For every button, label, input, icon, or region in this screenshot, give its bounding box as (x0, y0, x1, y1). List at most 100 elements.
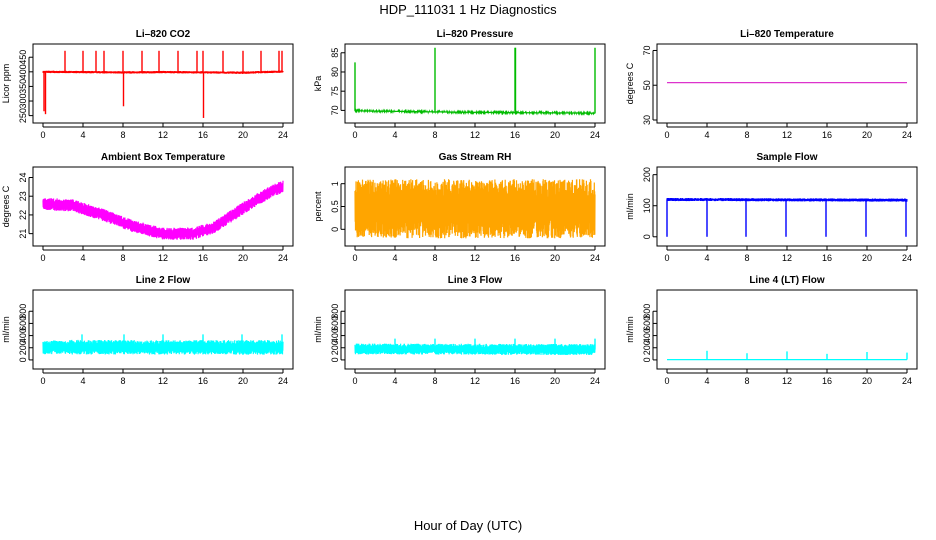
x-tick-label: 12 (470, 253, 480, 263)
x-tick-label: 4 (704, 253, 709, 263)
y-axis-label: Licor ppm (1, 64, 11, 104)
y-tick-label: 23 (18, 191, 28, 201)
x-tick-label: 16 (510, 253, 520, 263)
x-tick-label: 4 (80, 376, 85, 386)
x-tick-label: 16 (510, 376, 520, 386)
y-tick-label: 800 (18, 304, 28, 319)
x-tick-label: 8 (120, 253, 125, 263)
y-tick-label: 600 (642, 316, 652, 331)
y-axis-label: degrees C (625, 62, 635, 104)
y-tick-label: 30 (642, 115, 652, 125)
panel-4: Ambient Box Temperature 0 4 8 12 16 20 24 21 22 23… (1, 152, 294, 263)
y-tick-label: 300 (18, 94, 28, 109)
panel-title: Line 3 Flow (448, 275, 503, 286)
y-tick-label: 0 (18, 357, 28, 362)
x-tick-label: 0 (664, 130, 669, 140)
panel-title: Li–820 CO2 (136, 29, 191, 40)
x-tick-label: 4 (392, 130, 397, 140)
x-tick-label: 0 (40, 253, 45, 263)
plot-frame (344, 289, 606, 370)
plot-frame (656, 166, 918, 247)
x-tick-label: 4 (392, 376, 397, 386)
y-tick-label: 400 (18, 64, 28, 79)
panel-6: Sample Flow 0 4 8 12 16 20 24 0 100 200 ml/min (625, 152, 918, 263)
x-tick-label: 16 (822, 376, 832, 386)
x-tick-label: 24 (278, 376, 288, 386)
x-tick-label: 20 (238, 376, 248, 386)
x-tick-label: 0 (352, 253, 357, 263)
x-tick-label: 12 (470, 130, 480, 140)
x-tick-label: 0 (40, 376, 45, 386)
y-tick-label: 200 (18, 340, 28, 355)
y-tick-label: 200 (642, 340, 652, 355)
panel-title: Sample Flow (756, 152, 817, 163)
y-tick-label: 200 (642, 167, 652, 182)
y-tick-label: 70 (642, 45, 652, 55)
y-tick-label: 600 (18, 316, 28, 331)
x-tick-label: 20 (550, 130, 560, 140)
y-axis-label: ml/min (313, 316, 323, 343)
x-tick-label: 12 (470, 376, 480, 386)
y-tick-label: 0 (642, 357, 652, 362)
x-axis-title: Hour of Day (UTC) (413, 518, 523, 533)
page-title: HDP_111031 1 Hz Diagnostics (379, 2, 557, 17)
x-tick-label: 8 (432, 376, 437, 386)
x-tick-label: 0 (664, 376, 669, 386)
y-tick-label: 0 (642, 234, 652, 239)
x-tick-label: 20 (550, 376, 560, 386)
x-tick-label: 12 (782, 130, 792, 140)
y-tick-label: 400 (330, 328, 340, 343)
x-tick-label: 4 (704, 376, 709, 386)
x-tick-label: 24 (902, 376, 912, 386)
x-tick-label: 16 (198, 130, 208, 140)
panel-title: Li–820 Temperature (740, 29, 834, 40)
y-tick-label: 0 (330, 227, 340, 232)
y-axis-label: ml/min (1, 316, 11, 343)
x-tick-label: 0 (40, 130, 45, 140)
series-line (42, 180, 284, 240)
y-tick-label: 350 (18, 79, 28, 94)
x-tick-label: 8 (432, 130, 437, 140)
x-tick-label: 16 (510, 130, 520, 140)
y-tick-label: 24 (18, 172, 28, 182)
x-tick-label: 16 (198, 253, 208, 263)
y-tick-label: 80 (330, 67, 340, 77)
x-tick-label: 12 (782, 253, 792, 263)
y-tick-label: 250 (18, 108, 28, 123)
y-tick-label: 75 (330, 86, 340, 96)
panel-title: Ambient Box Temperature (101, 152, 226, 163)
series-line (354, 108, 596, 116)
y-tick-label: 0.5 (330, 200, 340, 213)
panel-9: Line 4 (LT) Flow 0 4 8 12 16 20 24 0 200400600800… (625, 275, 918, 386)
plot-frame (656, 43, 918, 124)
y-tick-label: 450 (18, 50, 28, 65)
x-tick-label: 0 (352, 130, 357, 140)
x-tick-label: 4 (80, 130, 85, 140)
x-tick-label: 4 (704, 130, 709, 140)
y-tick-label: 200 (330, 340, 340, 355)
x-tick-label: 20 (862, 253, 872, 263)
x-tick-label: 24 (590, 253, 600, 263)
x-tick-label: 20 (862, 130, 872, 140)
y-tick-label: 0 (330, 357, 340, 362)
x-tick-label: 16 (822, 130, 832, 140)
x-tick-label: 0 (664, 253, 669, 263)
x-tick-label: 0 (352, 376, 357, 386)
y-tick-label: 400 (18, 328, 28, 343)
x-tick-label: 24 (278, 130, 288, 140)
x-tick-label: 8 (120, 376, 125, 386)
y-axis-label: ml/min (625, 193, 635, 220)
x-tick-label: 24 (902, 130, 912, 140)
x-tick-label: 8 (432, 253, 437, 263)
panel-title: Li–820 Pressure (437, 29, 514, 40)
panel-title: Line 2 Flow (136, 275, 191, 286)
x-tick-label: 4 (80, 253, 85, 263)
y-tick-label: 21 (18, 229, 28, 239)
plot-frame (32, 43, 294, 124)
x-tick-label: 12 (158, 253, 168, 263)
y-tick-label: 600 (330, 316, 340, 331)
series-line (354, 179, 596, 239)
